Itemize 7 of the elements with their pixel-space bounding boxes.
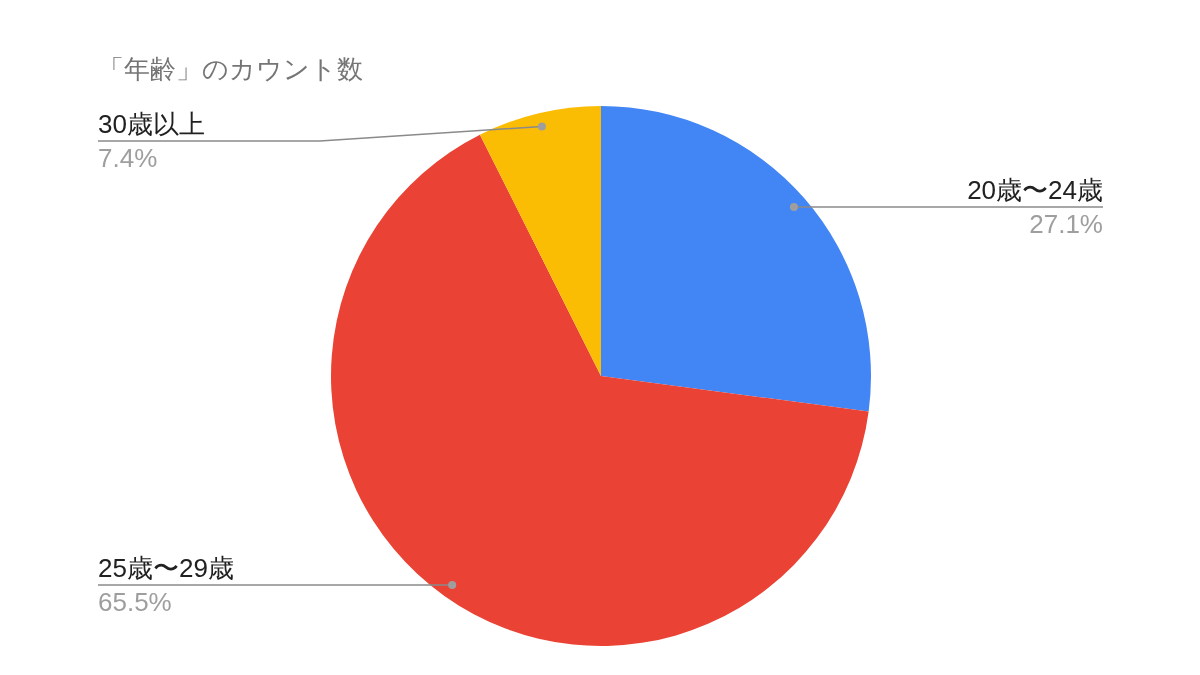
- data-label: 27.1%: [1029, 209, 1103, 240]
- slice-label: 20歳〜24歳: [967, 174, 1103, 205]
- data-label: 7.4%: [98, 143, 158, 174]
- slice-label: 30歳以上: [98, 109, 205, 139]
- slice-label: 25歳〜29歳: [98, 552, 234, 583]
- chart-title: 「年齢」のカウント数: [98, 54, 363, 84]
- data-label: 65.5%: [98, 587, 172, 618]
